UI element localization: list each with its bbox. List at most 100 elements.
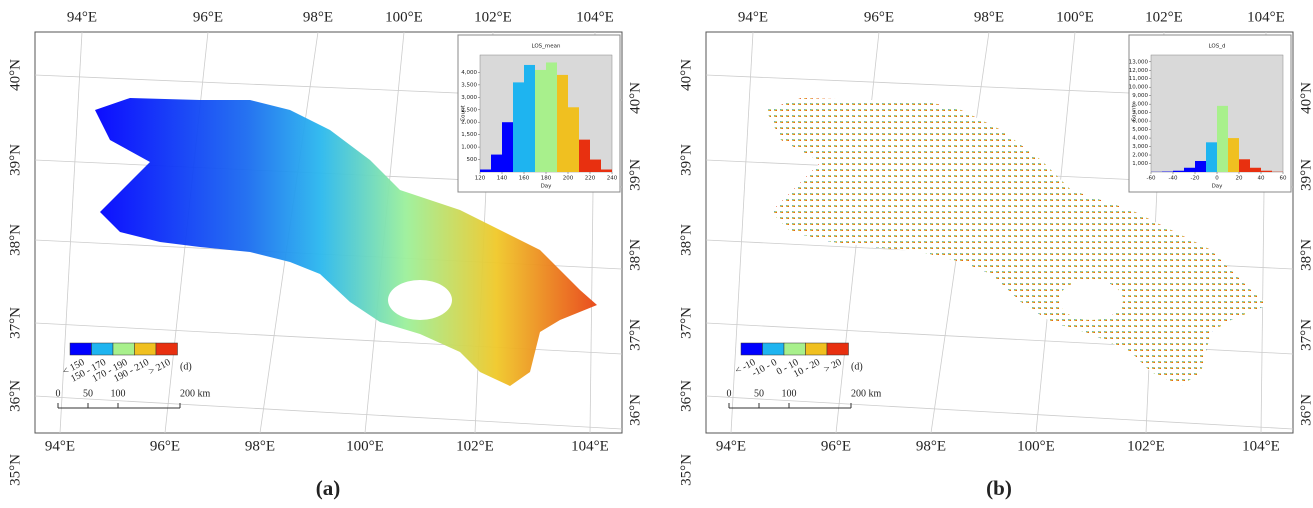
legend-swatch xyxy=(112,342,135,356)
inset-y-label: Count xyxy=(1132,104,1138,121)
lake xyxy=(388,280,452,320)
panel: 94°E 96°E 98°E 100°E 102°E 104°E 94°E 96°E 98°E 1… xyxy=(678,9,1313,499)
scale-label: 50 xyxy=(754,388,764,399)
histogram-bar xyxy=(502,122,513,172)
graticule xyxy=(730,31,754,434)
y-tick-label: 9,000 xyxy=(1132,93,1148,99)
lon-label: 102°E xyxy=(1145,9,1183,25)
y-tick-label: 1,000 xyxy=(1132,161,1148,167)
lat-label: 36°N xyxy=(627,394,643,426)
lon-label: 100°E xyxy=(1056,9,1094,25)
x-tick-label: 140 xyxy=(497,176,508,182)
legend-unit: (d) xyxy=(851,361,863,372)
study-area xyxy=(766,98,1268,386)
lon-label: 98°E xyxy=(974,9,1004,25)
histogram-bar xyxy=(480,169,491,172)
y-tick-label: 2,500 xyxy=(461,107,477,113)
lon-label: 98°E xyxy=(916,438,946,454)
histogram-bar xyxy=(1228,138,1239,172)
y-tick-label: 6,000 xyxy=(1132,119,1148,125)
scale-label: 200 km xyxy=(851,388,882,399)
lon-label: 102°E xyxy=(456,438,494,454)
x-tick-label: 220 xyxy=(585,176,596,182)
lon-label: 96°E xyxy=(150,438,180,454)
lat-label: 37°N xyxy=(1298,319,1313,351)
histogram-bar xyxy=(1173,170,1184,172)
scale-label: 100 xyxy=(111,388,126,399)
lon-label: 104°E xyxy=(1242,438,1280,454)
lon-label: 96°E xyxy=(821,438,851,454)
lat-label: 37°N xyxy=(678,307,694,339)
panel: 94°E 96°E 98°E 100°E 102°E 104°E 94°E 96°E 98°E 1… xyxy=(7,9,643,499)
lon-label: 100°E xyxy=(346,438,384,454)
histogram-bar xyxy=(1250,167,1261,172)
x-tick-label: -40 xyxy=(1169,176,1178,182)
lon-label: 100°E xyxy=(1017,438,1055,454)
lat-label: 39°N xyxy=(627,159,643,191)
x-tick-label: 20 xyxy=(1236,176,1243,182)
lon-label: 94°E xyxy=(67,9,97,25)
histogram-bar xyxy=(491,154,502,172)
y-tick-label: 2,000 xyxy=(461,120,477,126)
y-tick-label: 13,000 xyxy=(1129,59,1149,65)
y-tick-label: 3,000 xyxy=(461,95,477,101)
lon-label: 98°E xyxy=(245,438,275,454)
y-tick-label: 1,500 xyxy=(461,132,477,138)
scale-label: 0 xyxy=(727,388,732,399)
x-tick-label: 0 xyxy=(1215,176,1219,182)
histogram-bar xyxy=(1217,105,1228,172)
lat-label: 39°N xyxy=(7,144,23,176)
scale-label: 200 km xyxy=(180,388,211,399)
y-tick-label: 8,000 xyxy=(1132,102,1148,108)
lat-label: 38°N xyxy=(7,224,23,256)
y-tick-label: 4,000 xyxy=(461,70,477,76)
lat-label: 40°N xyxy=(678,59,694,91)
y-tick-label: 5,000 xyxy=(1132,127,1148,133)
panel-caption: (b) xyxy=(986,476,1012,500)
lake xyxy=(1059,280,1123,320)
histogram-bar xyxy=(1184,167,1195,172)
y-tick-label: 500 xyxy=(467,157,478,163)
lon-label: 100°E xyxy=(385,9,423,25)
legend-swatch xyxy=(783,342,806,356)
y-tick-label: 3,500 xyxy=(461,82,477,88)
inset-y-label: Count xyxy=(461,104,467,121)
lon-label: 104°E xyxy=(1247,9,1285,25)
y-tick-label: 10,000 xyxy=(1129,85,1149,91)
x-tick-label: 120 xyxy=(475,176,486,182)
legend-swatch xyxy=(69,342,92,356)
lat-label: 38°N xyxy=(678,224,694,256)
lat-label: 38°N xyxy=(627,239,643,271)
histogram-bar xyxy=(568,107,579,172)
histogram-bar xyxy=(546,62,557,172)
y-tick-label: 2,000 xyxy=(1132,153,1148,159)
y-tick-label: 12,000 xyxy=(1129,68,1149,74)
inset-title: LOS_d xyxy=(1209,44,1226,50)
lat-label: 37°N xyxy=(627,319,643,351)
legend-unit: (d) xyxy=(180,361,192,372)
x-tick-label: 200 xyxy=(563,176,574,182)
lat-label: 40°N xyxy=(1298,82,1313,114)
inset-x-label: Day xyxy=(1212,184,1224,190)
legend-swatch xyxy=(740,342,763,356)
histogram-bar xyxy=(1261,170,1272,172)
lat-label: 35°N xyxy=(7,454,23,486)
inset-x-label: Day xyxy=(541,184,553,190)
histogram-bar xyxy=(579,139,590,172)
lon-label: 98°E xyxy=(303,9,333,25)
graticule xyxy=(59,31,83,434)
lat-label: 38°N xyxy=(1298,239,1313,271)
graticule xyxy=(34,395,623,430)
panel-caption: (a) xyxy=(316,476,341,500)
graticule xyxy=(705,395,1294,430)
x-tick-label: 40 xyxy=(1258,176,1265,182)
x-tick-label: 160 xyxy=(519,176,530,182)
lat-label: 36°N xyxy=(1298,394,1313,426)
x-tick-label: 240 xyxy=(607,176,618,182)
histogram-bar xyxy=(1195,160,1206,172)
x-tick-label: 60 xyxy=(1280,176,1287,182)
lat-label: 39°N xyxy=(678,144,694,176)
lon-label: 104°E xyxy=(571,438,609,454)
lat-label: 37°N xyxy=(7,307,23,339)
